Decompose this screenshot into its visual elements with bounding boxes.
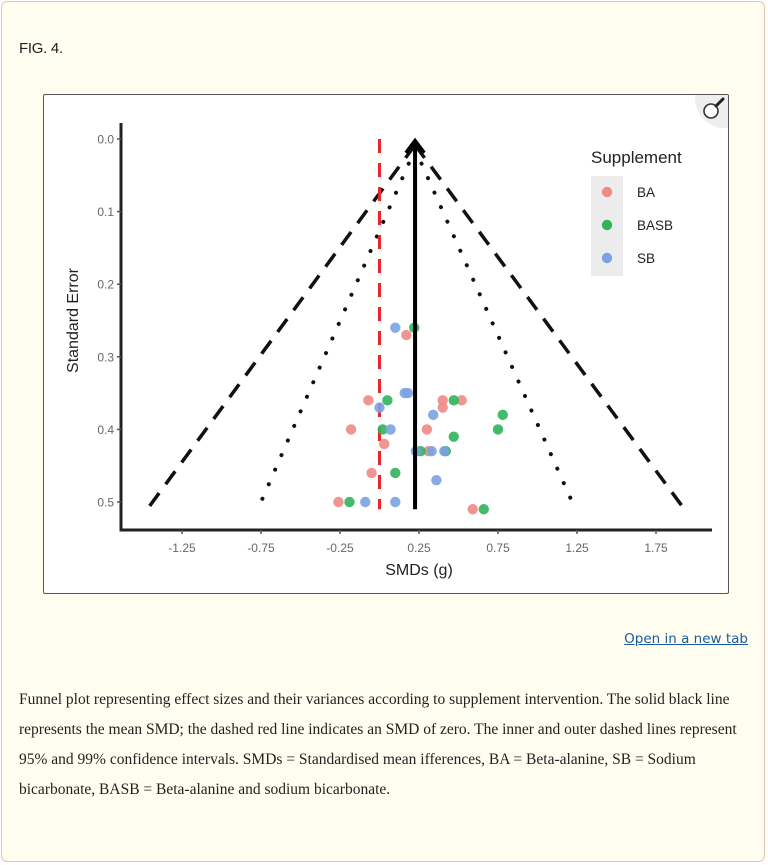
y-tick-label: 0.2 <box>97 278 114 292</box>
data-point-sb <box>402 387 414 399</box>
data-point-sb <box>439 445 450 457</box>
x-tick-label: 1.25 <box>565 541 589 555</box>
y-tick-label: 0.4 <box>97 423 114 437</box>
figure-caption: Funnel plot representing effect sizes an… <box>19 691 737 798</box>
legend-key-sb <box>601 252 613 264</box>
data-point-ba <box>401 329 412 341</box>
x-tick-label: 0.75 <box>486 541 510 555</box>
data-point-ba <box>421 424 433 435</box>
figure-label: FIG. 4. <box>19 40 63 57</box>
x-tick-label: 1.75 <box>644 541 668 555</box>
data-point-sb <box>374 402 385 413</box>
data-point-ba <box>363 395 374 406</box>
y-tick-label: 0.5 <box>97 496 114 510</box>
ci99-left-line <box>145 143 417 511</box>
data-point-basb <box>382 395 393 406</box>
y-axis-title: Standard Error <box>65 267 82 373</box>
x-tick-label: -0.25 <box>326 541 354 555</box>
mean-arrow-head <box>404 137 426 155</box>
data-point-basb <box>377 424 388 435</box>
data-point-basb <box>448 431 459 442</box>
legend-label-basb: BASB <box>637 218 673 233</box>
data-point-ba <box>437 402 448 413</box>
ci99-right-line <box>413 143 686 511</box>
data-point-sb <box>360 496 371 508</box>
data-point-basb <box>448 395 459 406</box>
data-point-sb <box>390 496 401 508</box>
data-point-basb <box>344 496 355 508</box>
y-tick-label: 0.3 <box>97 350 114 364</box>
data-point-sb <box>390 322 401 333</box>
data-point-basb <box>390 467 401 479</box>
data-point-ba <box>437 395 448 406</box>
legend-label-ba: BA <box>637 185 655 200</box>
x-tick-label: 0.25 <box>407 541 431 555</box>
data-point-ba <box>333 496 344 508</box>
data-point-ba <box>467 504 478 515</box>
data-point-ba <box>379 438 390 450</box>
data-point-ba <box>456 395 467 406</box>
x-tick-label: -1.25 <box>168 541 196 555</box>
legend-key-basb <box>601 219 613 231</box>
data-point-sb <box>428 409 439 421</box>
ci95-left-line <box>255 147 418 512</box>
data-point-sb <box>426 445 437 457</box>
x-tick-label: -0.75 <box>247 541 275 555</box>
funnel-plot: 0.0 0.1 0.2 0.3 0.4 0.5 -1.25 -0.75 -0.25 0.25 0.7… <box>65 123 712 579</box>
figure-image[interactable]: 0.0 0.1 0.2 0.3 0.4 0.5 -1.25 -0.75 -0.25 0.25 0.7… <box>43 94 729 594</box>
data-point-basb <box>497 409 508 421</box>
y-tick-label: 0.0 <box>97 133 114 147</box>
magnifier-icon <box>703 97 725 119</box>
data-point-sb <box>431 475 442 486</box>
x-axis-title: SMDs (g) <box>385 562 453 579</box>
legend-title: Supplement <box>591 148 682 167</box>
data-point-ba <box>366 467 377 479</box>
y-tick-label: 0.1 <box>97 205 114 219</box>
legend-label-sb: SB <box>637 251 655 266</box>
legend-key-ba <box>601 186 613 198</box>
open-in-new-tab-link[interactable]: Open in a new tab <box>624 631 748 647</box>
data-point-sb <box>385 424 396 435</box>
data-point-ba <box>345 424 357 435</box>
data-point-basb <box>478 504 489 515</box>
data-point-basb <box>492 424 504 435</box>
